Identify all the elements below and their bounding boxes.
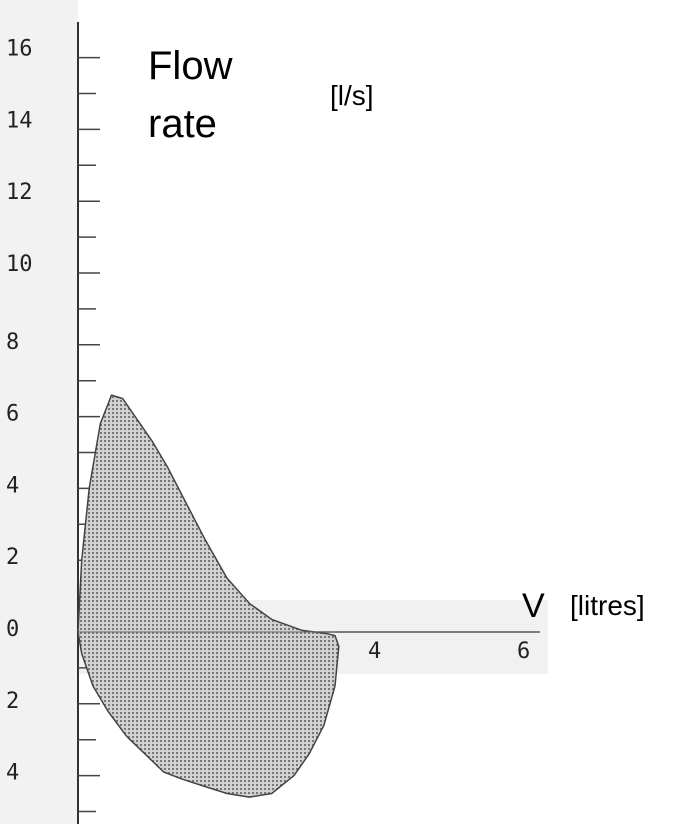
y-tick-label: 8 [6,330,19,355]
y-axis-unit: [l/s] [330,80,374,111]
x-axis-label: V [522,587,545,625]
y-tick-label: 10 [6,252,33,277]
y-axis-label-line-2: rate [148,102,217,146]
left-axis-band [0,0,78,824]
y-tick-label: 2 [6,545,19,570]
flow-volume-loop [77,394,340,798]
y-tick-label: 4 [6,473,19,498]
y-tick-label: 16 [6,37,33,62]
x-tick-label: 4 [368,639,381,664]
y-tick-label: 4 [6,761,19,786]
x-axis-unit: [litres] [570,590,645,621]
y-tick-label: 2 [6,689,19,714]
y-tick-label: 6 [6,402,19,427]
y-tick-label: 12 [6,180,33,205]
y-tick-label: 0 [6,617,19,642]
x-tick-label: 6 [517,639,530,664]
y-axis-label-line-1: Flow [148,44,233,88]
y-tick-label: 14 [6,108,33,133]
